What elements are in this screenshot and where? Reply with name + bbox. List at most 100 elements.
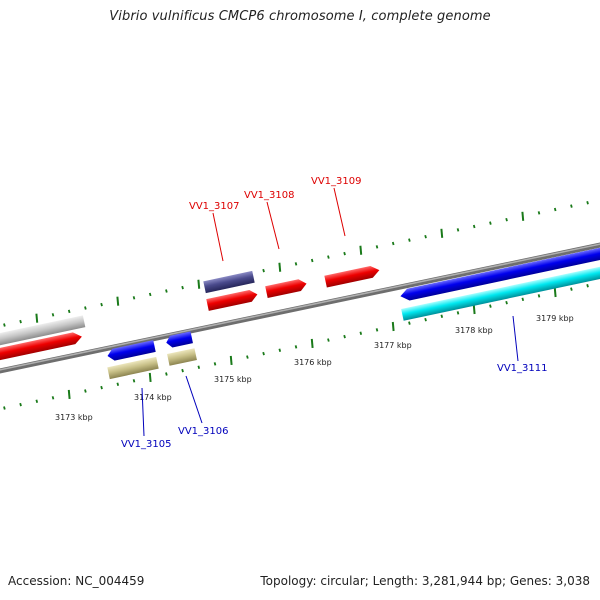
minor-tick	[570, 287, 573, 291]
major-tick	[278, 262, 282, 272]
major-tick	[197, 279, 201, 289]
minor-tick	[165, 372, 168, 376]
minor-tick	[472, 224, 476, 229]
minor-tick	[3, 323, 6, 327]
cyan-feature	[401, 263, 600, 321]
forward-tick-row	[3, 200, 589, 327]
reverse-tick-row	[3, 283, 589, 410]
minor-tick	[343, 334, 346, 339]
minor-tick	[181, 368, 184, 373]
minor-tick	[586, 200, 589, 205]
minor-tick	[327, 338, 330, 342]
scale-label-3179: 3179 kbp	[536, 314, 574, 323]
reverse-features	[107, 243, 600, 380]
minor-tick	[489, 221, 492, 225]
leader-vv1-3106	[185, 375, 203, 424]
minor-tick	[84, 389, 87, 393]
vv1-3107-feature	[203, 270, 255, 294]
minor-tick	[505, 300, 508, 305]
minor-tick	[84, 306, 87, 310]
vv1-3105-khaki	[107, 356, 159, 380]
gene-label-vv1-3111: VV1_3111	[497, 363, 548, 374]
minor-tick	[424, 317, 427, 322]
minor-tick	[100, 385, 103, 390]
forward-features	[0, 265, 380, 366]
minor-tick	[294, 262, 298, 266]
minor-tick	[408, 238, 411, 242]
minor-tick	[148, 292, 152, 297]
vv1-3105-feature	[107, 340, 156, 361]
minor-tick	[19, 402, 22, 407]
minor-tick	[294, 345, 298, 349]
major-tick	[391, 321, 395, 332]
scale-label-3175: 3175 kbp	[214, 375, 252, 384]
vv1-3106-khaki	[167, 348, 197, 366]
major-tick	[229, 355, 233, 366]
leader-vv1-3109	[333, 187, 346, 237]
red-feature-left	[0, 332, 82, 366]
minor-tick	[35, 399, 39, 403]
gene-label-vv1-3106: VV1_3106	[178, 426, 229, 437]
major-tick	[116, 296, 120, 306]
minor-tick	[132, 379, 136, 383]
gene-label-vv1-3105: VV1_3105	[121, 439, 172, 450]
minor-tick	[116, 382, 120, 386]
gene-label-vv1-3107: VV1_3107	[189, 201, 240, 212]
scale-labels: 3173 kbp 3174 kbp 3175 kbp 3176 kbp 3177…	[55, 314, 574, 422]
major-tick	[359, 245, 363, 255]
minor-tick	[67, 309, 71, 314]
minor-tick	[246, 355, 249, 359]
minor-tick	[456, 228, 460, 232]
minor-tick	[278, 348, 282, 352]
scale-label-3178: 3178 kbp	[455, 326, 493, 335]
minor-tick	[359, 331, 363, 336]
minor-tick	[51, 313, 55, 317]
label-leaders	[141, 187, 519, 437]
minor-tick	[375, 245, 379, 249]
gene-label-vv1-3109: VV1_3109	[311, 176, 362, 187]
minor-tick	[505, 217, 508, 222]
gene-labels: VV1_3107 VV1_3108 VV1_3109 VV1_3105 VV1_…	[121, 176, 548, 450]
gene-label-vv1-3108: VV1_3108	[244, 190, 295, 201]
minor-tick	[343, 251, 346, 256]
scale-label-3176: 3176 kbp	[294, 358, 332, 367]
major-tick	[67, 389, 71, 400]
vv1-3111-feature	[400, 243, 600, 301]
map-title: Vibrio vulnificus CMCP6 chromosome I, co…	[109, 9, 491, 24]
minor-tick	[489, 304, 492, 308]
leader-vv1-3108	[266, 201, 280, 250]
leader-vv1-3111	[512, 315, 519, 362]
minor-tick	[553, 207, 557, 212]
minor-tick	[424, 234, 427, 239]
minor-tick	[100, 302, 103, 307]
minor-tick	[213, 362, 217, 366]
leader-vv1-3107	[212, 212, 224, 262]
scale-label-3174: 3174 kbp	[134, 393, 172, 402]
genome-summary-text: Topology: circular; Length: 3,281,944 bp…	[260, 574, 590, 588]
leader-vv1-3105	[141, 387, 145, 437]
minor-tick	[456, 311, 460, 315]
vv1-3108-feature	[265, 279, 307, 299]
minor-tick	[181, 285, 184, 290]
minor-tick	[310, 258, 314, 263]
major-tick	[472, 304, 476, 315]
major-tick	[310, 338, 314, 349]
minor-tick	[586, 283, 589, 288]
major-tick	[148, 372, 152, 383]
minor-tick	[132, 296, 136, 300]
major-tick	[553, 287, 557, 298]
minor-tick	[537, 294, 541, 298]
major-tick	[440, 228, 444, 238]
minor-tick	[165, 289, 168, 293]
minor-tick	[327, 255, 330, 259]
minor-tick	[408, 321, 411, 325]
vv1-3106-feature	[166, 331, 193, 348]
minor-tick	[440, 314, 444, 319]
minor-tick	[391, 241, 395, 246]
minor-tick	[570, 204, 573, 208]
scale-label-3177: 3177 kbp	[374, 341, 412, 350]
minor-tick	[51, 396, 55, 400]
vv1-3109-feature	[324, 265, 380, 288]
major-tick	[35, 313, 39, 323]
